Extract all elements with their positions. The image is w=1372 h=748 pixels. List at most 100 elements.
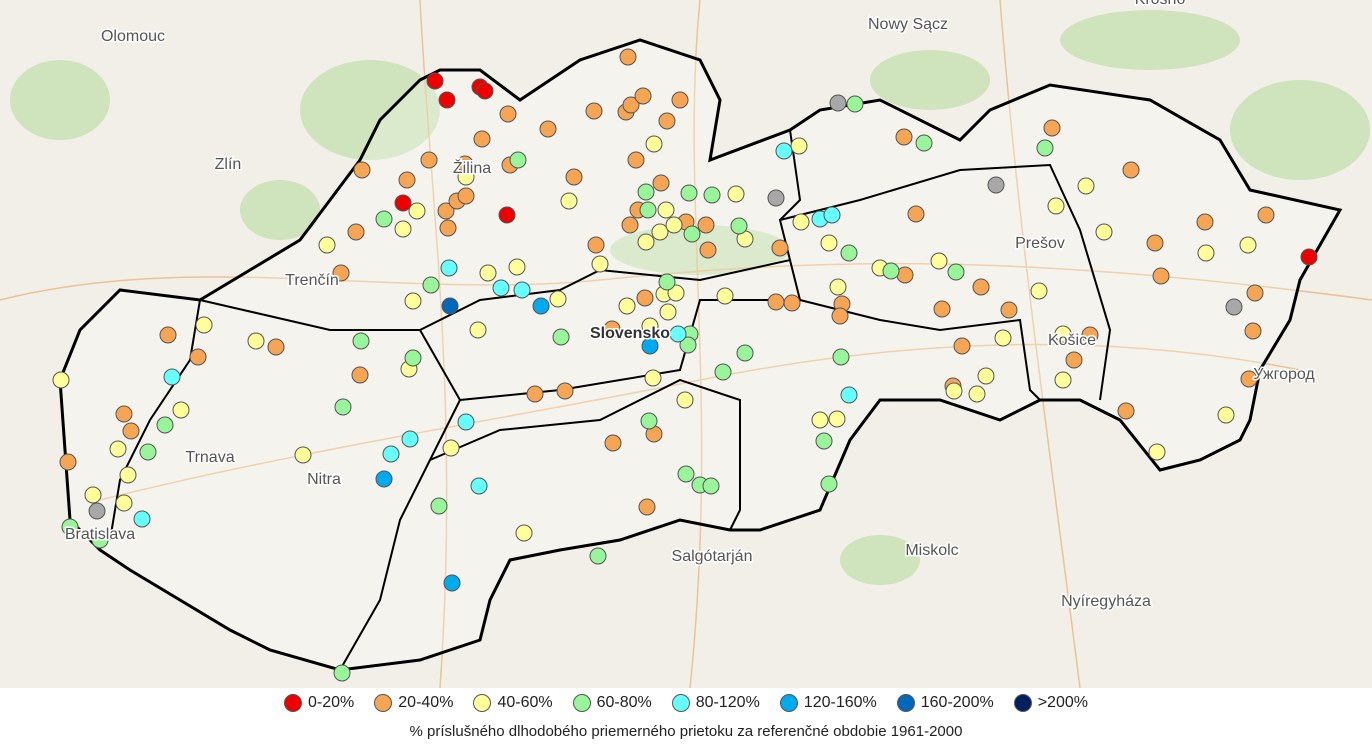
station <box>714 363 732 381</box>
station <box>318 236 336 254</box>
station <box>394 194 412 212</box>
station <box>438 91 456 109</box>
city-label: Nitra <box>307 471 341 488</box>
station <box>565 168 583 186</box>
legend-label: 80-120% <box>695 694 760 712</box>
station <box>823 206 841 224</box>
station <box>677 465 695 483</box>
station <box>679 336 697 354</box>
station <box>333 664 351 682</box>
station <box>469 321 487 339</box>
station <box>589 547 607 565</box>
station <box>404 349 422 367</box>
station <box>829 94 847 112</box>
station <box>1225 298 1243 316</box>
station <box>109 440 127 458</box>
station <box>840 244 858 262</box>
legend-swatch <box>473 694 492 712</box>
city-label: Žilina <box>453 158 491 177</box>
station <box>644 369 662 387</box>
station <box>638 498 656 516</box>
station <box>730 217 748 235</box>
station <box>119 466 137 484</box>
station <box>671 91 689 109</box>
station <box>716 287 734 305</box>
city-label: Krosno <box>1135 0 1186 8</box>
station <box>91 531 109 549</box>
station <box>811 411 829 429</box>
station <box>1122 161 1140 179</box>
station <box>439 219 457 237</box>
station <box>1197 244 1215 262</box>
legend-label: >200% <box>1037 694 1088 712</box>
station <box>603 320 621 338</box>
station <box>1043 119 1061 137</box>
station <box>88 502 106 520</box>
station <box>1047 197 1065 215</box>
station <box>508 258 526 276</box>
station <box>52 371 70 389</box>
station <box>639 201 657 219</box>
station <box>122 422 140 440</box>
station <box>470 477 488 495</box>
station <box>443 574 461 592</box>
city-label: Zlín <box>215 156 242 173</box>
station <box>1054 371 1072 389</box>
legend-swatch <box>284 694 303 712</box>
legend-item: 120-160% <box>779 694 877 712</box>
station <box>1152 267 1170 285</box>
station <box>994 329 1012 347</box>
station <box>771 239 789 257</box>
station <box>1000 301 1018 319</box>
city-label: Salgótarján <box>672 548 753 565</box>
station <box>604 434 622 452</box>
station <box>658 112 676 130</box>
station <box>560 192 578 210</box>
station <box>353 161 371 179</box>
station <box>840 386 858 404</box>
station <box>1077 177 1095 195</box>
station <box>977 367 995 385</box>
station <box>476 82 494 100</box>
station <box>815 432 833 450</box>
station <box>645 135 663 153</box>
station <box>846 95 864 113</box>
station <box>987 176 1005 194</box>
station <box>652 174 670 192</box>
station <box>1081 326 1099 344</box>
station <box>820 234 838 252</box>
station <box>680 184 698 202</box>
station <box>947 263 965 281</box>
station <box>159 326 177 344</box>
station <box>1244 322 1262 340</box>
station <box>622 96 640 114</box>
station <box>907 205 925 223</box>
station <box>195 316 213 334</box>
station <box>933 300 951 318</box>
station <box>426 72 444 90</box>
station <box>332 264 350 282</box>
station <box>457 413 475 431</box>
station <box>1217 406 1235 424</box>
station <box>334 398 352 416</box>
station <box>352 332 370 350</box>
station <box>702 477 720 495</box>
station <box>1146 234 1164 252</box>
legend-item: 20-40% <box>374 694 453 712</box>
station <box>775 142 793 160</box>
station <box>398 171 416 189</box>
station <box>499 105 517 123</box>
station <box>676 391 694 409</box>
station <box>621 216 639 234</box>
station <box>1036 139 1054 157</box>
legend-swatch <box>896 694 915 712</box>
station <box>832 348 850 366</box>
forest-areas <box>10 10 1370 585</box>
station <box>115 405 133 423</box>
city-label: Trnava <box>185 449 234 466</box>
station <box>627 151 645 169</box>
station <box>382 445 400 463</box>
station <box>1257 206 1275 224</box>
station <box>267 338 285 356</box>
